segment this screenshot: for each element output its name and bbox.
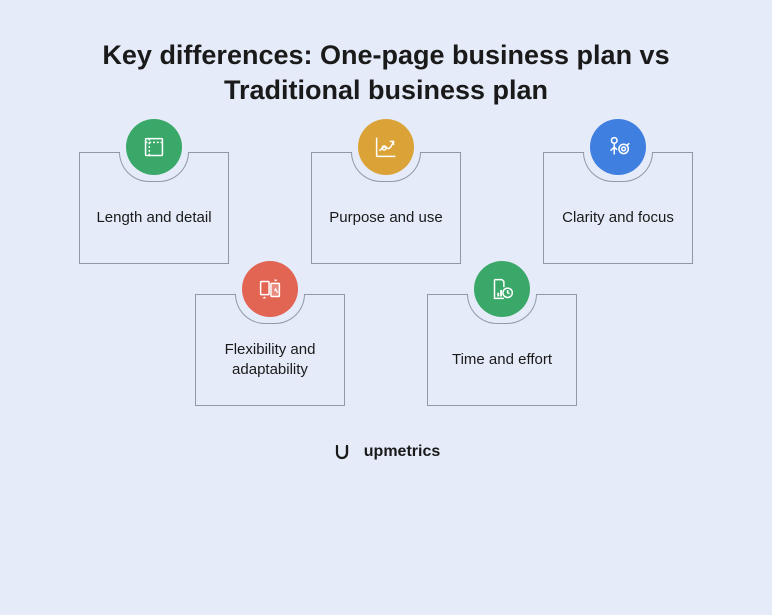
cards-row-2: Flexibility and adaptability Time and ef…	[195, 294, 577, 406]
purpose-use-icon	[358, 119, 414, 175]
card-flexibility: Flexibility and adaptability	[195, 294, 345, 406]
page-title: Key differences: One-page business plan …	[0, 0, 772, 108]
card-clarity-focus: Clarity and focus	[543, 152, 693, 264]
time-effort-icon	[474, 261, 530, 317]
clarity-focus-icon	[590, 119, 646, 175]
footer-brand-text: upmetrics	[364, 443, 440, 461]
flexibility-icon	[242, 261, 298, 317]
upmetrics-logo-icon	[332, 440, 356, 464]
footer-brand: upmetrics	[0, 440, 772, 464]
cards-container: Length and detail Purpose and use	[0, 152, 772, 406]
card-label: Purpose and use	[329, 208, 442, 228]
card-length-detail: Length and detail	[79, 152, 229, 264]
card-time-effort: Time and effort	[427, 294, 577, 406]
length-detail-icon	[126, 119, 182, 175]
card-label: Clarity and focus	[562, 208, 674, 228]
card-label: Time and effort	[452, 350, 552, 370]
card-label: Length and detail	[96, 208, 211, 228]
card-purpose-use: Purpose and use	[311, 152, 461, 264]
cards-row-1: Length and detail Purpose and use	[79, 152, 693, 264]
card-label: Flexibility and adaptability	[206, 340, 334, 381]
